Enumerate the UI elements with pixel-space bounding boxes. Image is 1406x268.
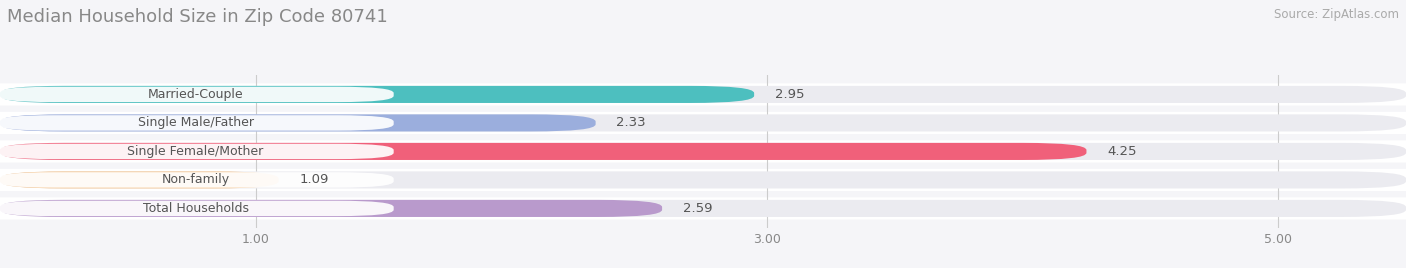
Text: 2.59: 2.59 bbox=[682, 202, 711, 215]
FancyBboxPatch shape bbox=[0, 143, 1406, 160]
FancyBboxPatch shape bbox=[0, 200, 662, 217]
Text: Single Female/Mother: Single Female/Mother bbox=[128, 145, 264, 158]
Text: Non-family: Non-family bbox=[162, 173, 229, 187]
FancyBboxPatch shape bbox=[0, 172, 394, 188]
FancyBboxPatch shape bbox=[0, 171, 278, 188]
Text: Median Household Size in Zip Code 80741: Median Household Size in Zip Code 80741 bbox=[7, 8, 388, 26]
FancyBboxPatch shape bbox=[0, 86, 1406, 103]
FancyBboxPatch shape bbox=[0, 171, 1406, 188]
FancyBboxPatch shape bbox=[0, 112, 1406, 134]
FancyBboxPatch shape bbox=[0, 201, 394, 216]
FancyBboxPatch shape bbox=[0, 87, 394, 102]
FancyBboxPatch shape bbox=[0, 86, 754, 103]
Text: 1.09: 1.09 bbox=[299, 173, 329, 187]
Text: 4.25: 4.25 bbox=[1107, 145, 1136, 158]
FancyBboxPatch shape bbox=[0, 200, 1406, 217]
FancyBboxPatch shape bbox=[0, 114, 1406, 132]
Text: Total Households: Total Households bbox=[142, 202, 249, 215]
FancyBboxPatch shape bbox=[0, 114, 596, 132]
FancyBboxPatch shape bbox=[0, 197, 1406, 219]
Text: Married-Couple: Married-Couple bbox=[148, 88, 243, 101]
Text: 2.95: 2.95 bbox=[775, 88, 804, 101]
FancyBboxPatch shape bbox=[0, 144, 394, 159]
FancyBboxPatch shape bbox=[0, 115, 394, 131]
Text: 2.33: 2.33 bbox=[616, 116, 645, 129]
Text: Single Male/Father: Single Male/Father bbox=[138, 116, 253, 129]
FancyBboxPatch shape bbox=[0, 83, 1406, 106]
FancyBboxPatch shape bbox=[0, 169, 1406, 191]
FancyBboxPatch shape bbox=[0, 140, 1406, 162]
FancyBboxPatch shape bbox=[0, 143, 1087, 160]
Text: Source: ZipAtlas.com: Source: ZipAtlas.com bbox=[1274, 8, 1399, 21]
